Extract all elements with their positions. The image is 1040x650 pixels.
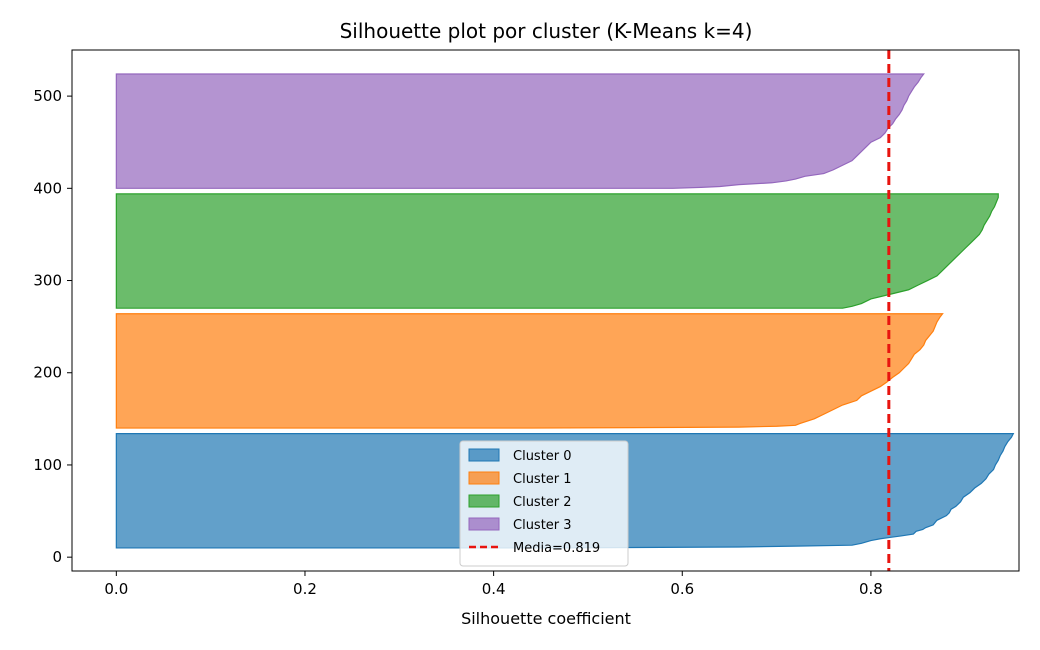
legend-box: [459, 440, 629, 567]
y-tick-label: 0: [52, 548, 62, 566]
legend-swatch-cluster-3: [468, 517, 500, 531]
y-tick-label: 200: [33, 364, 62, 382]
x-tick-label: 0.4: [482, 580, 506, 598]
x-axis-ticks: 0.0 0.2 0.4 0.6 0.8: [104, 571, 883, 598]
legend-swatch-cluster-1: [468, 471, 500, 485]
legend-swatch-cluster-2: [468, 494, 500, 508]
y-tick-label: 400: [33, 179, 62, 197]
x-tick-label: 0.8: [859, 580, 883, 598]
x-tick-label: 0.2: [293, 580, 317, 598]
legend-label-cluster-0: Cluster 0: [513, 449, 572, 464]
legend-label-mean: Media=0.819: [513, 541, 600, 556]
cluster-2-area: [115, 193, 999, 309]
x-tick-label: 0.6: [670, 580, 694, 598]
legend-label-cluster-1: Cluster 1: [513, 472, 572, 487]
y-tick-label: 500: [33, 87, 62, 105]
legend-label-cluster-3: Cluster 3: [513, 518, 572, 533]
plot-area: [115, 50, 1015, 571]
cluster-1-area: [115, 313, 944, 429]
cluster-3-area: [115, 73, 925, 189]
legend-label-cluster-2: Cluster 2: [513, 495, 572, 510]
y-tick-label: 300: [33, 272, 62, 290]
legend-swatch-cluster-0: [468, 448, 500, 462]
y-tick-label: 100: [33, 456, 62, 474]
x-tick-label: 0.0: [104, 580, 128, 598]
y-axis-ticks: 0 100 200 300 400 500: [33, 87, 72, 566]
legend: Cluster 0 Cluster 1 Cluster 2 Cluster 3 Medi…: [459, 440, 629, 567]
x-axis-label: Silhouette coefficient: [461, 609, 631, 628]
chart-title: Silhouette plot por cluster (K-Means k=4…: [340, 19, 753, 43]
plot-frame: [71, 49, 1020, 572]
